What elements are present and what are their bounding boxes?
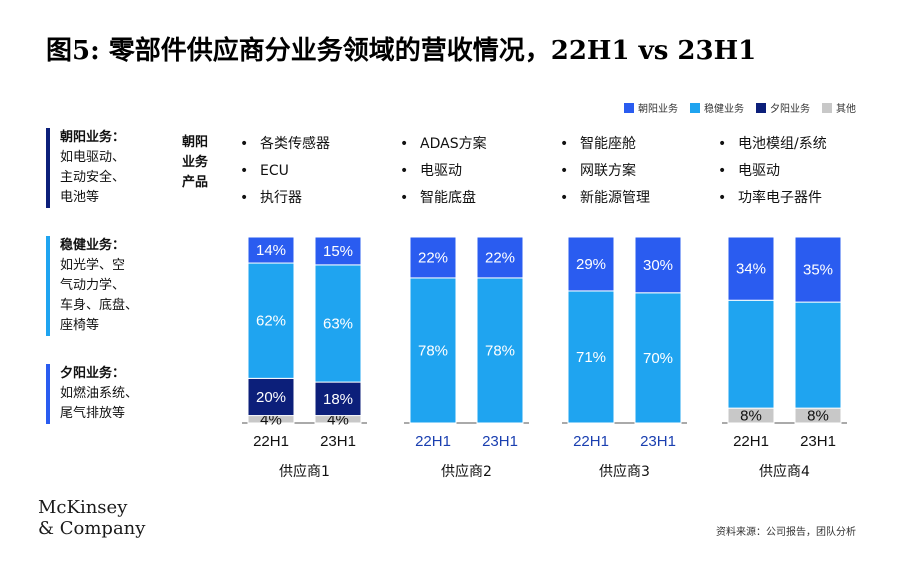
mckinsey-logo: McKinsey & Company (38, 497, 145, 539)
category-description: 如光学、空 气动力学、 车身、底盘、 座椅等 (60, 258, 139, 333)
legend-item-sunset: 夕阳业务 (756, 100, 810, 115)
data-label: 20% (256, 389, 286, 406)
data-label: 29% (576, 256, 606, 273)
bar-segment (314, 264, 362, 383)
period-label: 23H1 (320, 433, 356, 450)
data-label: 34% (736, 261, 766, 278)
period-label: 23H1 (482, 433, 518, 450)
category-title: 夕阳业务： (60, 366, 126, 381)
category-sunset: 夕阳业务： 如燃油系统、 尾气排放等 (46, 364, 138, 424)
product-item: 智能底盘 (420, 190, 476, 206)
data-label: 63% (323, 315, 353, 332)
product-item: 网联方案 (580, 163, 636, 179)
product-list-supplier-2: • ADAS方案 • 电驱动 • 智能底盘 (400, 136, 487, 206)
product-list-supplier-1: • 各类传感器 • ECU • 执行器 (240, 136, 330, 206)
source-note: 资料来源：公司报告，团队分析 (716, 527, 856, 538)
product-item: 执行器 (260, 190, 302, 206)
bar-segment (727, 299, 775, 409)
legend-label: 其他 (836, 104, 856, 115)
legend-label: 稳健业务 (704, 104, 744, 115)
category-sunrise: 朝阳业务： 如电驱动、 主动安全、 电池等 (46, 128, 125, 208)
data-label: 30% (643, 257, 673, 274)
row-header: 朝阳 业务 产品 (182, 135, 209, 190)
data-label: 15% (323, 243, 353, 260)
data-label: 14% (256, 242, 286, 259)
legend: 朝阳业务 稳健业务 夕阳业务 其他 (624, 100, 856, 115)
bar-segment (634, 292, 682, 424)
supplier-label: 供应商2 (441, 463, 492, 480)
bar-segment (409, 277, 457, 424)
product-item: 电驱动 (738, 163, 780, 179)
bar-segment (567, 290, 615, 424)
data-label: 35% (803, 262, 833, 279)
product-item: 电驱动 (420, 163, 462, 179)
data-label: 18% (323, 391, 353, 408)
category-title: 稳健业务： (60, 238, 126, 253)
data-label: 71% (576, 349, 606, 366)
bar-segment (634, 236, 682, 294)
bar-segment (247, 236, 295, 264)
bar-segment (314, 236, 362, 266)
data-label: 62% (256, 313, 286, 330)
bar-segment (727, 236, 775, 301)
category-description: 如燃油系统、 尾气排放等 (60, 386, 139, 421)
product-list-supplier-3: • 智能座舱 • 网联方案 • 新能源管理 (560, 136, 650, 206)
period-label: 22H1 (573, 433, 609, 450)
data-label: 22% (418, 249, 448, 266)
product-item: 各类传感器 (260, 136, 330, 152)
product-item: 功率电子器件 (738, 190, 822, 206)
product-item: 新能源管理 (580, 190, 650, 206)
data-label: 22% (485, 249, 515, 266)
period-label: 23H1 (640, 433, 676, 450)
data-label: 8% (807, 408, 829, 425)
period-label: 22H1 (733, 433, 769, 450)
legend-label: 朝阳业务 (638, 104, 678, 115)
legend-swatch (624, 102, 634, 113)
category-title: 朝阳业务： (60, 130, 126, 145)
product-item: 智能座舱 (580, 136, 636, 152)
bar-segment (567, 236, 615, 292)
supplier-label: 供应商4 (759, 463, 810, 480)
page-title: 图5: 零部件供应商分业务领域的营收情况，22H1 vs 23H1 (46, 36, 757, 66)
legend-item-stable: 稳健业务 (690, 100, 744, 115)
category-description: 如电驱动、 主动安全、 电池等 (60, 150, 126, 205)
category-stable: 稳健业务： 如光学、空 气动力学、 车身、底盘、 座椅等 (46, 236, 138, 336)
legend-item-other: 其他 (822, 100, 856, 115)
period-label: 23H1 (800, 433, 836, 450)
data-label: 78% (418, 342, 448, 359)
bar-segment (794, 236, 842, 303)
product-item: ECU (260, 163, 289, 179)
period-label: 22H1 (253, 433, 289, 450)
bar-segment (314, 381, 362, 417)
data-label: 70% (643, 350, 673, 367)
product-item: 电池模组/系统 (738, 136, 827, 152)
product-item: ADAS方案 (420, 136, 487, 152)
data-label: 78% (485, 342, 515, 359)
legend-swatch (822, 102, 832, 113)
bar-segment (409, 236, 457, 279)
supplier-label: 供应商1 (279, 463, 330, 480)
supplier-label: 供应商3 (599, 463, 650, 480)
data-label: 8% (740, 408, 762, 425)
product-list-supplier-4: • 电池模组/系统 • 电驱动 • 功率电子器件 (718, 136, 827, 206)
bar-segment (247, 377, 295, 417)
legend-swatch (690, 102, 700, 113)
legend-swatch (756, 102, 766, 113)
logo-text: McKinsey & Company (38, 497, 146, 539)
legend-item-sunrise: 朝阳业务 (624, 100, 678, 115)
legend-label: 夕阳业务 (770, 104, 810, 115)
bar-segment (794, 301, 842, 409)
bar-segment (476, 236, 524, 279)
period-label: 22H1 (415, 433, 451, 450)
